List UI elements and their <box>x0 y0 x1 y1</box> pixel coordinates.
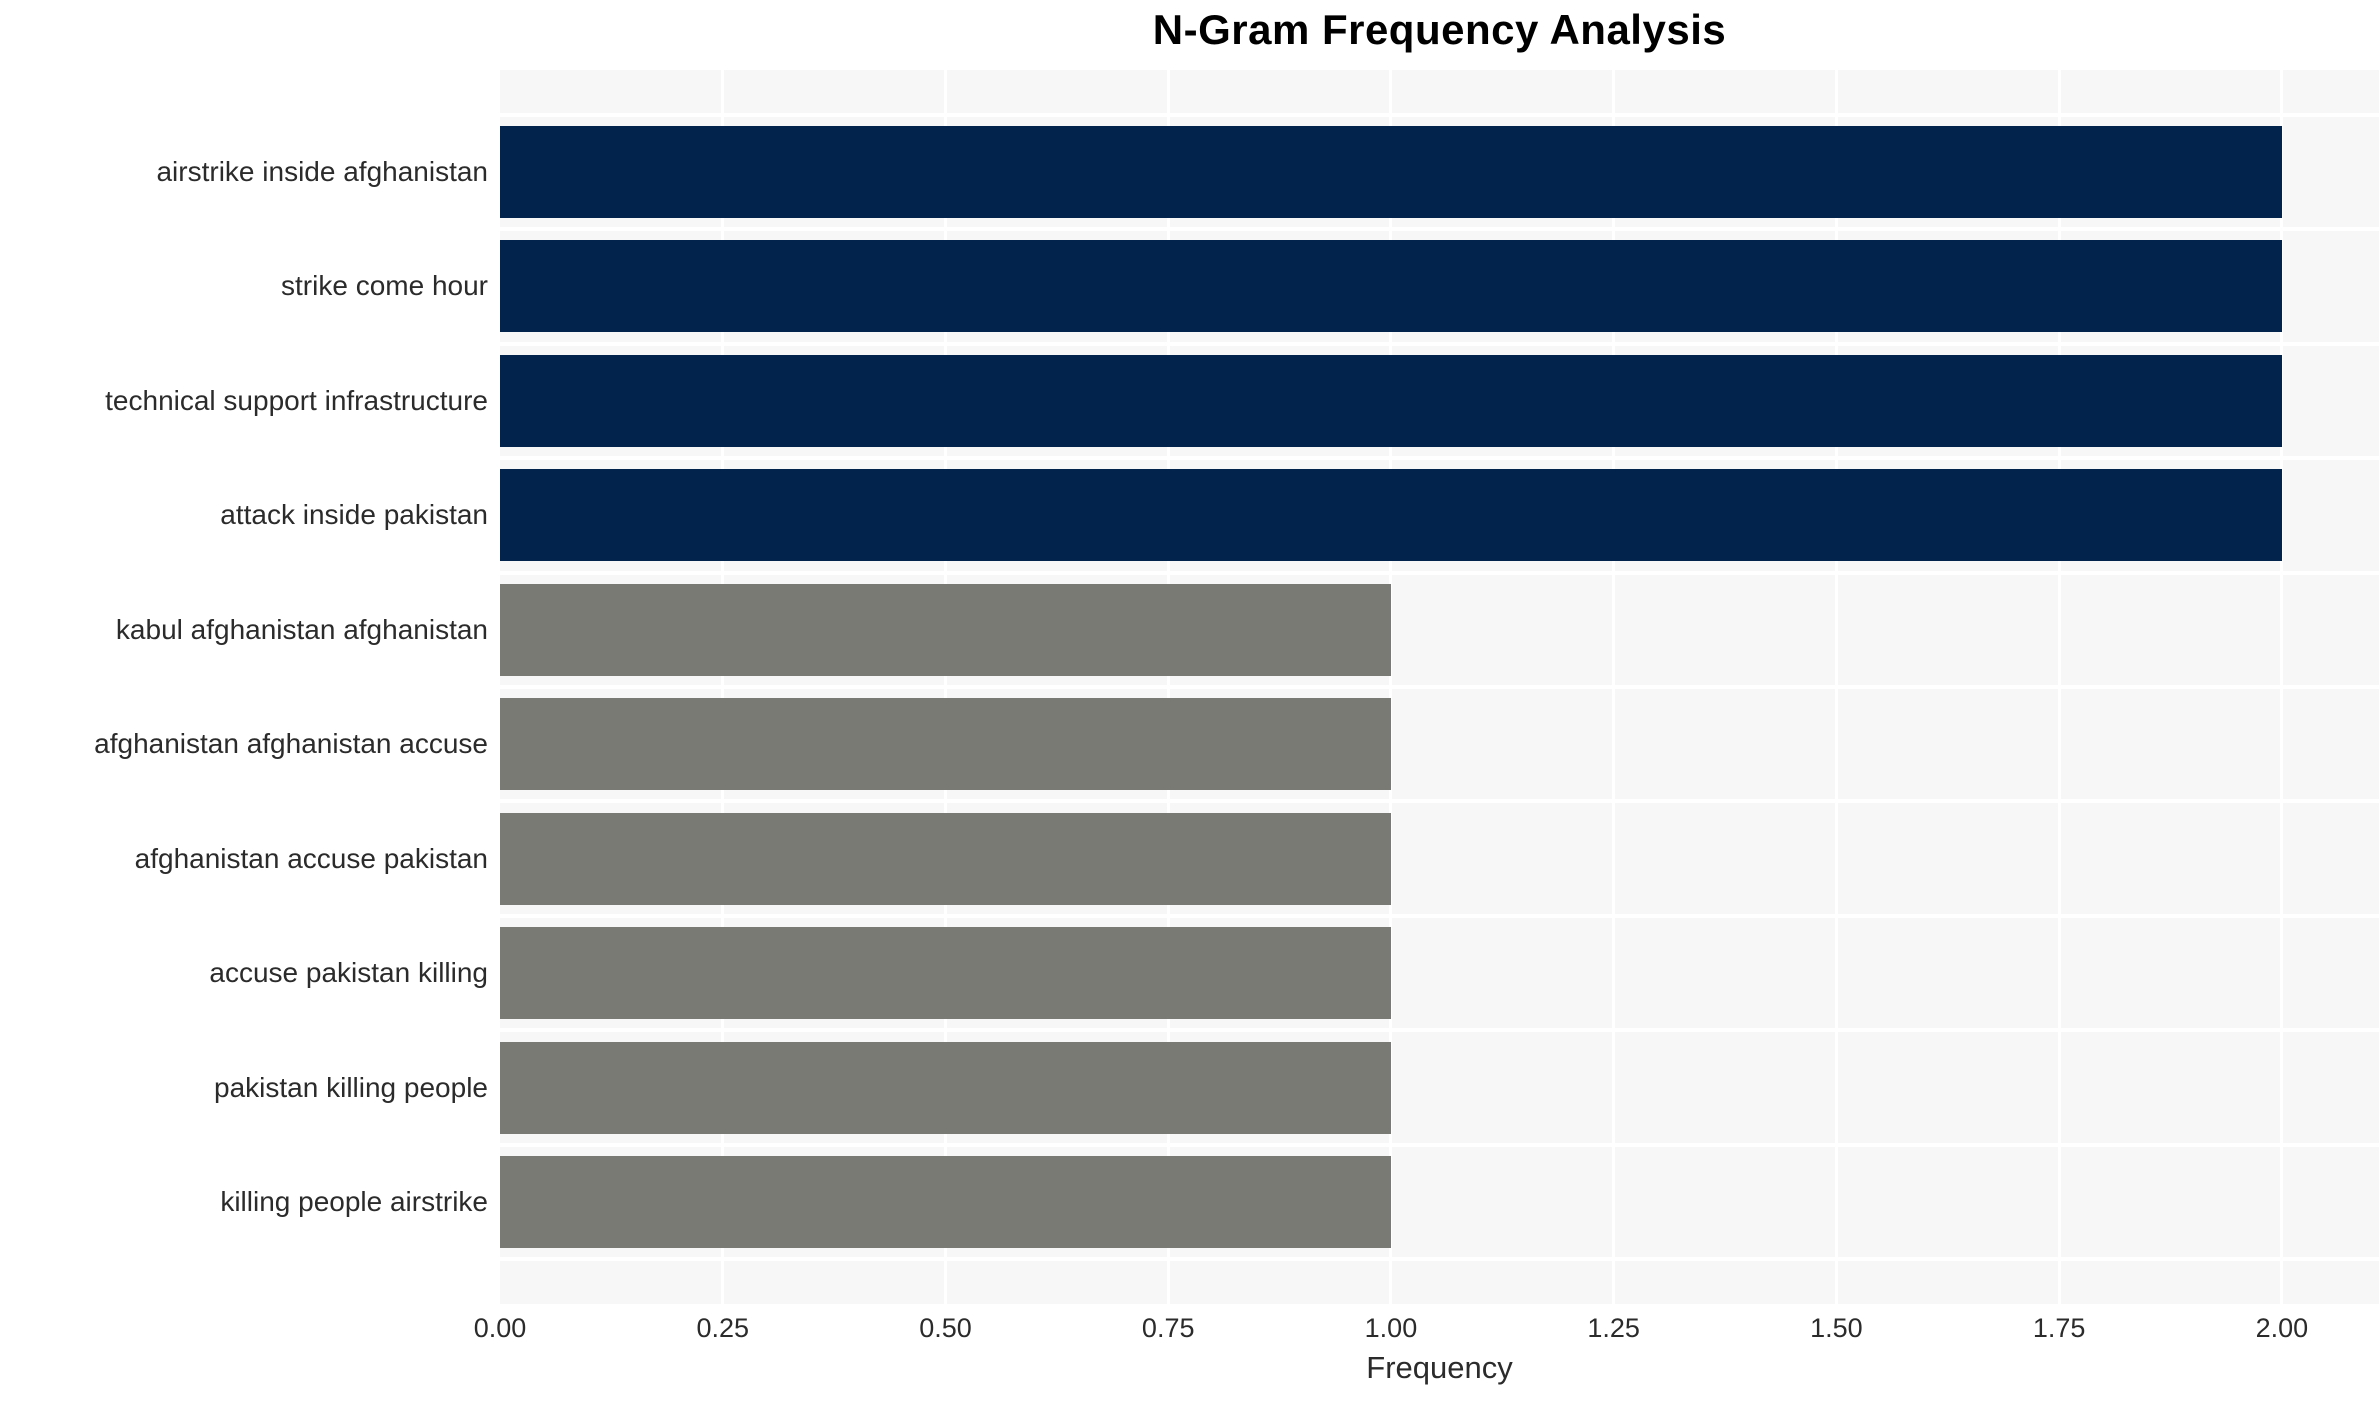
x-tick-label: 0.75 <box>1141 1313 1195 1343</box>
x-tick-label: 2.00 <box>2255 1313 2309 1343</box>
y-gridline <box>500 913 2379 918</box>
x-tick-label: 1.75 <box>2032 1313 2086 1343</box>
y-gridline <box>500 570 2379 575</box>
y-axis-label: accuse pakistan killing <box>209 957 488 989</box>
y-gridline <box>500 1028 2379 1033</box>
y-gridline <box>500 684 2379 689</box>
x-tick-label: 0.00 <box>473 1313 527 1343</box>
y-gridline <box>500 1142 2379 1147</box>
bar <box>500 354 2282 447</box>
bar <box>500 812 1391 905</box>
y-axis-label: afghanistan accuse pakistan <box>134 842 488 874</box>
y-axis-label: kabul afghanistan afghanistan <box>115 613 488 645</box>
x-tick-label: 1.50 <box>1810 1313 1863 1343</box>
bar <box>500 583 1391 676</box>
y-axis-label: killing people airstrike <box>220 1185 488 1217</box>
chart-title: N-Gram Frequency Analysis <box>1152 6 1727 53</box>
bar <box>500 1155 1391 1248</box>
bar <box>500 927 1391 1020</box>
x-tick-label: 1.00 <box>1364 1313 1418 1343</box>
y-gridline <box>500 456 2379 461</box>
x-axis-title: Frequency <box>1366 1350 1513 1385</box>
y-gridline <box>500 227 2379 232</box>
y-gridline <box>500 799 2379 804</box>
x-tick-label: 1.25 <box>1587 1313 1640 1343</box>
bar <box>500 698 1391 791</box>
bar <box>500 469 2282 562</box>
bar <box>500 126 2282 218</box>
plot-area <box>500 70 2379 1304</box>
y-gridline <box>500 1257 2379 1262</box>
y-axis-label: attack inside pakistan <box>220 499 488 531</box>
y-gridline <box>500 341 2379 346</box>
y-axis-label: technical support infrastructure <box>105 384 488 416</box>
x-tick-label: 0.50 <box>919 1313 972 1343</box>
y-axis-label: pakistan killing people <box>214 1071 488 1103</box>
bar <box>500 240 2282 333</box>
y-axis-label: strike come hour <box>281 270 488 302</box>
x-tick-label: 0.25 <box>696 1313 750 1343</box>
bar <box>500 1041 1391 1134</box>
y-axis-label: airstrike inside afghanistan <box>156 156 488 187</box>
y-axis-label: afghanistan afghanistan accuse <box>94 728 488 760</box>
y-gridline <box>500 112 2379 117</box>
